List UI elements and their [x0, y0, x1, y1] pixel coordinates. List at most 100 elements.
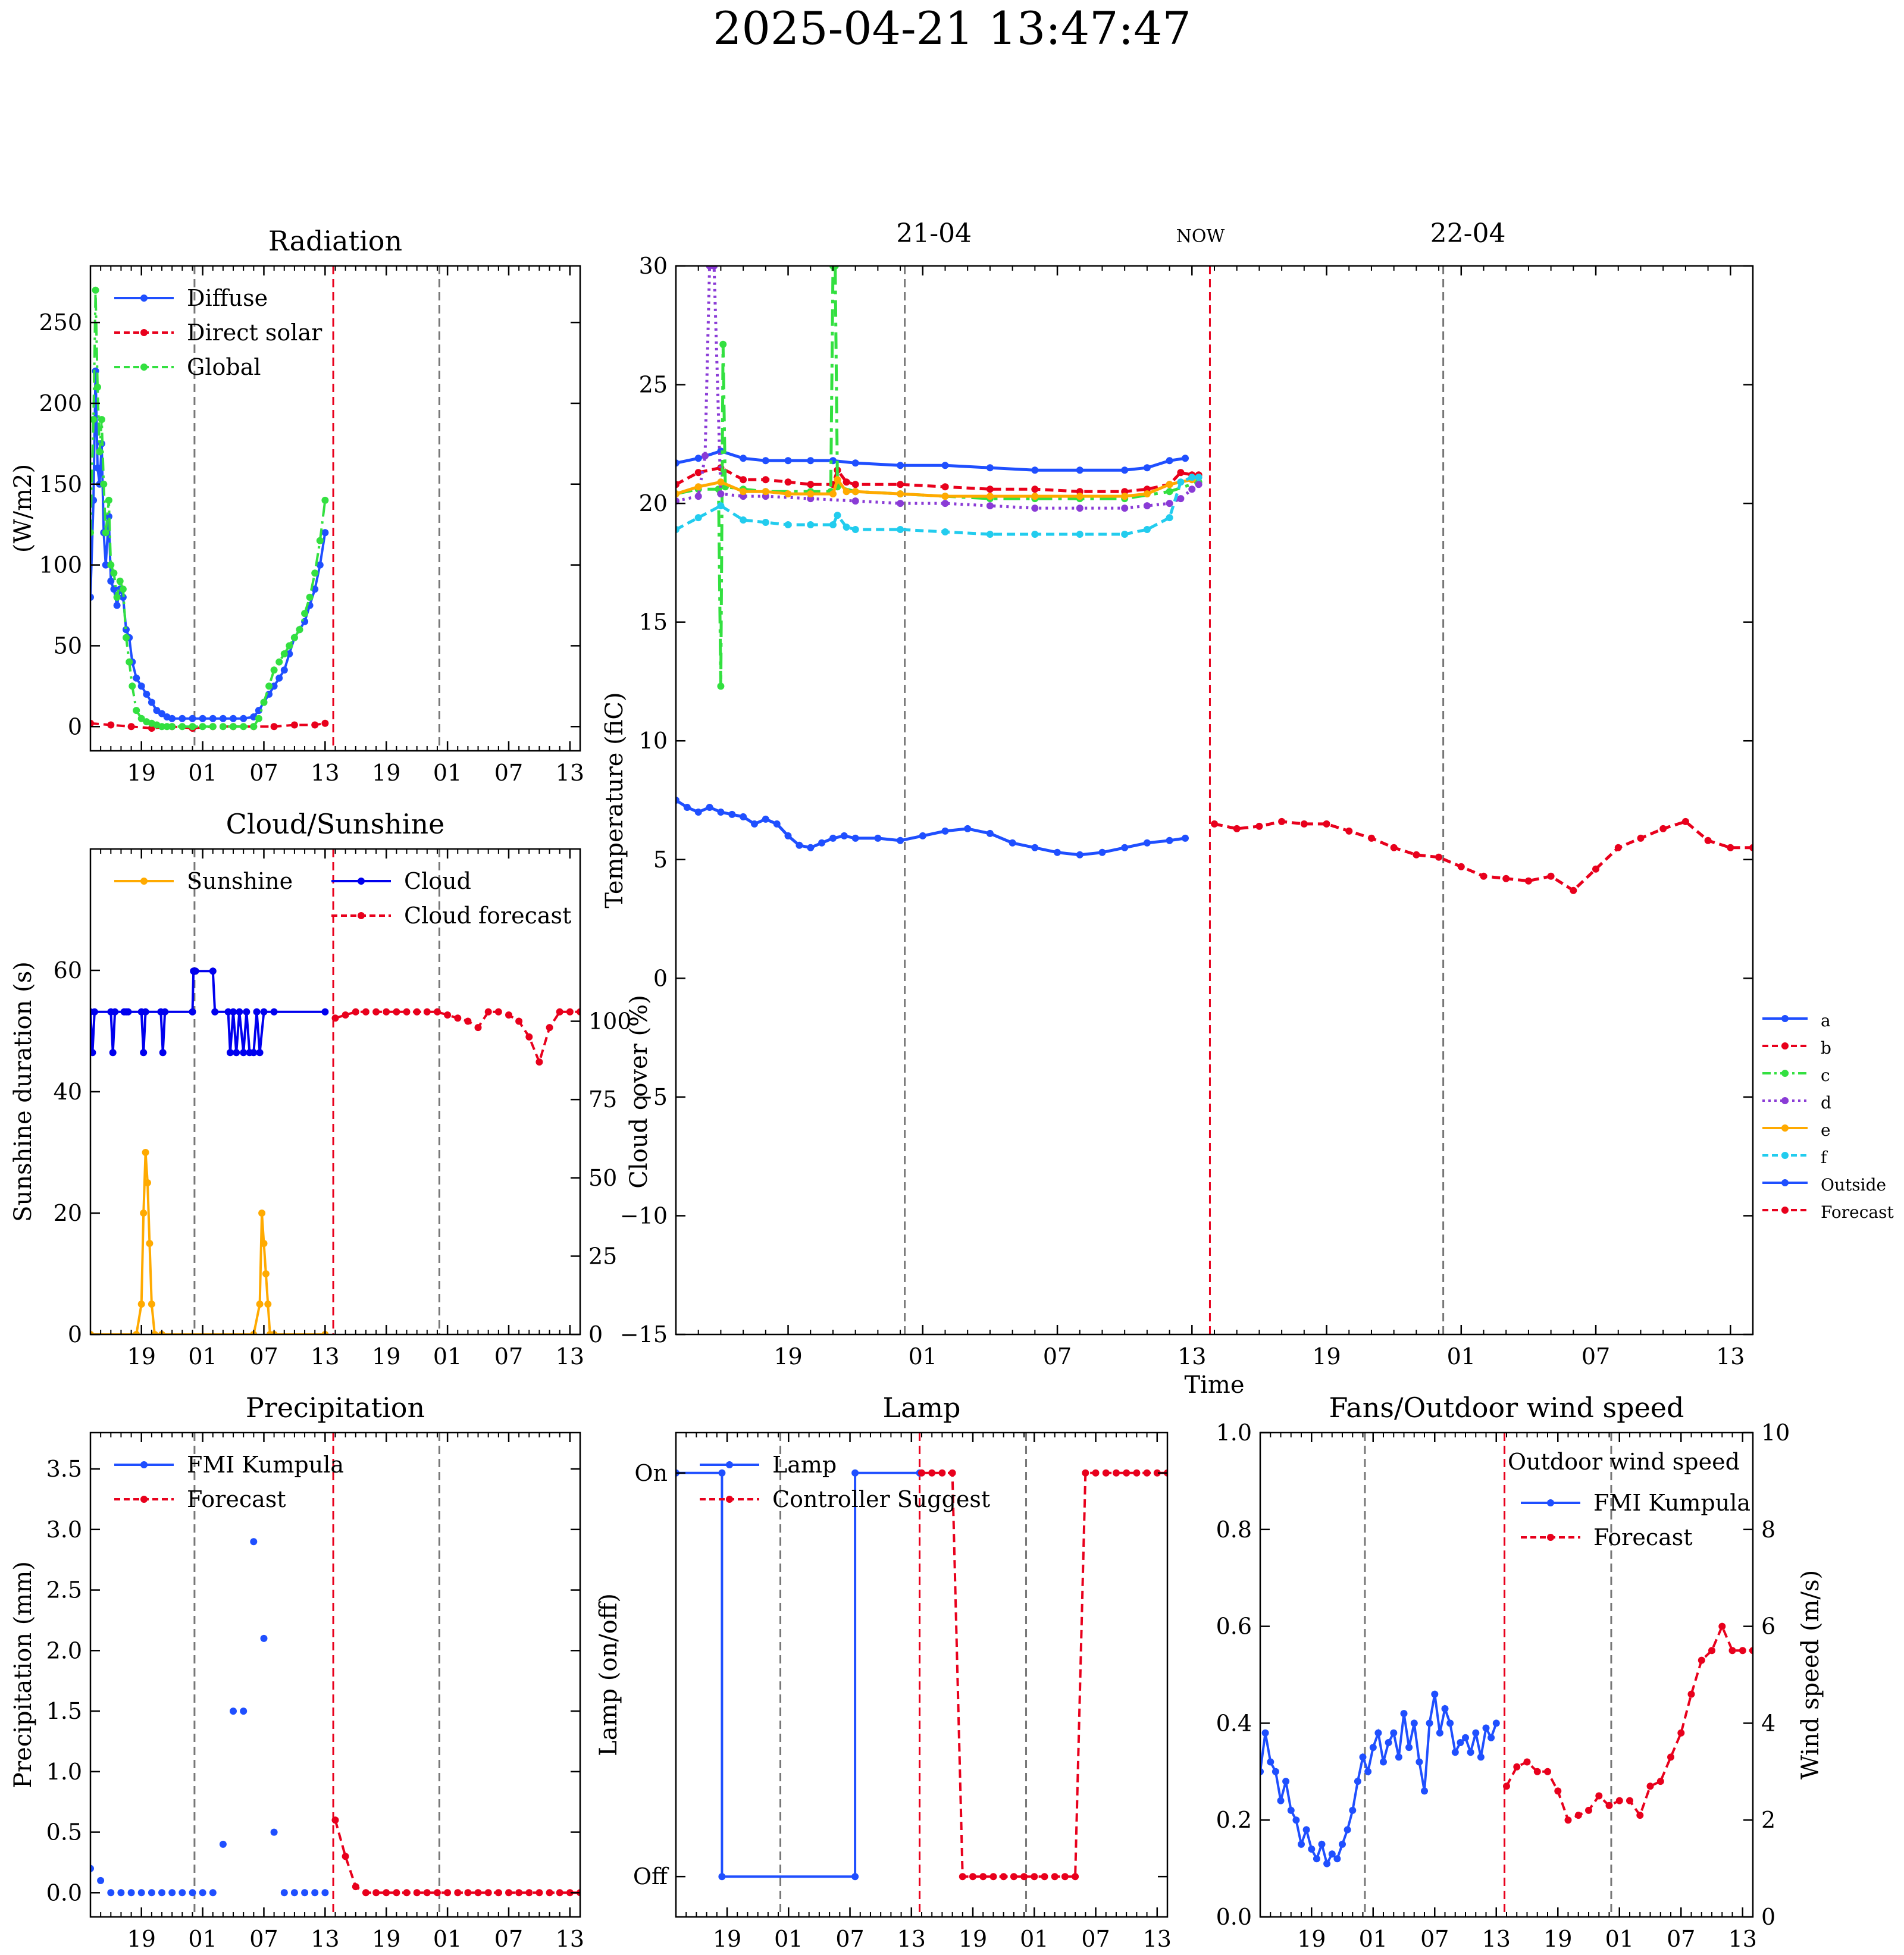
data-point	[372, 1889, 380, 1897]
data-point	[321, 1008, 329, 1016]
data-point	[989, 1873, 997, 1881]
x-tick-label: 01	[1359, 1926, 1388, 1952]
data-point	[1585, 1806, 1592, 1814]
data-point	[1472, 1729, 1480, 1737]
data-point	[1020, 1873, 1028, 1881]
precipitation-ylabel: Precipitation (mm)	[10, 1561, 37, 1788]
data-point	[851, 1873, 859, 1881]
data-point	[393, 1889, 400, 1897]
x-tick-label: 07	[1043, 1343, 1072, 1370]
data-point	[1177, 495, 1185, 503]
x-tick-label: 01	[433, 760, 462, 786]
data-point	[843, 524, 850, 531]
data-point	[1339, 1840, 1346, 1848]
y-tick-label: 0	[653, 965, 668, 991]
data-point	[211, 1008, 219, 1016]
day-label: 22-04	[1430, 218, 1506, 249]
temperature-ylabel: Temperature (fiC)	[601, 692, 628, 908]
data-point	[1457, 863, 1465, 870]
series-line-1	[334, 1819, 580, 1894]
data-point	[1614, 844, 1622, 851]
data-point	[938, 1469, 946, 1477]
x-tick-label: 13	[897, 1926, 926, 1952]
data-point	[230, 1708, 237, 1715]
data-point	[464, 1889, 472, 1897]
data-point	[1076, 505, 1083, 512]
data-point	[189, 715, 196, 722]
data-point	[233, 1049, 240, 1057]
data-point	[434, 1889, 441, 1897]
data-point	[1364, 1768, 1372, 1775]
data-point	[168, 1889, 176, 1897]
data-point	[102, 561, 109, 569]
precipitation-panel: 19 01 07 13 19 01 07 13 0.0 0.5 1.0 1.5 2.0 2.5 3.0 3.5…	[10, 1392, 584, 1952]
data-point	[986, 531, 994, 538]
data-point	[331, 1816, 339, 1824]
data-point	[740, 813, 747, 820]
data-point	[275, 658, 283, 666]
legend-marker	[1781, 1097, 1789, 1104]
data-point	[127, 723, 135, 731]
y-right-tick-label: 0	[1761, 1904, 1775, 1930]
series-line-0	[676, 449, 1186, 472]
data-point	[834, 512, 841, 519]
data-point	[1345, 827, 1353, 835]
data-point	[964, 825, 972, 832]
y-right-tick-label: 25	[588, 1243, 617, 1269]
data-point	[1482, 1724, 1490, 1732]
x-tick-label: 13	[1716, 1343, 1745, 1370]
legend-label: FMI Kumpula	[187, 1452, 344, 1478]
temperature-xlabel: Time	[1184, 1371, 1244, 1399]
data-point	[1677, 1729, 1685, 1737]
legend-marker	[140, 294, 148, 302]
data-point	[270, 1828, 278, 1836]
legend-marker	[1781, 1070, 1789, 1077]
data-point	[393, 1008, 400, 1016]
data-point	[168, 715, 176, 722]
data-point	[331, 1014, 339, 1022]
temperature-series	[676, 266, 1753, 894]
data-point	[301, 610, 309, 618]
data-point	[209, 1889, 217, 1897]
data-point	[1092, 1469, 1100, 1477]
data-point	[178, 723, 186, 731]
data-point	[1082, 1469, 1089, 1477]
data-point	[148, 1889, 155, 1897]
data-point	[1467, 1749, 1474, 1756]
data-point	[1031, 531, 1039, 538]
data-point	[144, 1179, 151, 1186]
data-point	[90, 1331, 94, 1334]
data-point	[1708, 1647, 1715, 1655]
data-point	[979, 1873, 987, 1881]
data-point	[105, 496, 112, 504]
legend-marker	[726, 1461, 733, 1468]
data-point	[1349, 1806, 1357, 1814]
data-point	[1233, 825, 1241, 832]
data-point	[807, 844, 815, 851]
legend-label: c	[1821, 1066, 1830, 1085]
data-point	[102, 529, 109, 537]
data-point	[1374, 1729, 1382, 1737]
data-point	[941, 462, 949, 469]
data-point	[224, 1008, 232, 1016]
data-point	[676, 481, 679, 488]
data-point	[706, 804, 713, 811]
data-point	[1656, 1778, 1664, 1785]
data-point	[1698, 1656, 1705, 1664]
x-tick-label: 07	[249, 1926, 278, 1952]
data-point	[1592, 865, 1599, 873]
data-point	[161, 1008, 169, 1016]
data-point	[1292, 1816, 1300, 1824]
data-point	[1718, 1622, 1726, 1630]
y-tick-label: On	[634, 1460, 668, 1486]
x-tick-label: 01	[188, 760, 217, 786]
data-point	[941, 528, 949, 535]
legend-label: Sunshine	[187, 868, 293, 894]
legend-label: FMI Kumpula	[1593, 1490, 1750, 1516]
data-point	[717, 682, 725, 690]
data-point	[897, 836, 904, 844]
data-point	[1410, 1719, 1418, 1727]
data-point	[1211, 820, 1218, 828]
data-point	[1182, 455, 1189, 462]
